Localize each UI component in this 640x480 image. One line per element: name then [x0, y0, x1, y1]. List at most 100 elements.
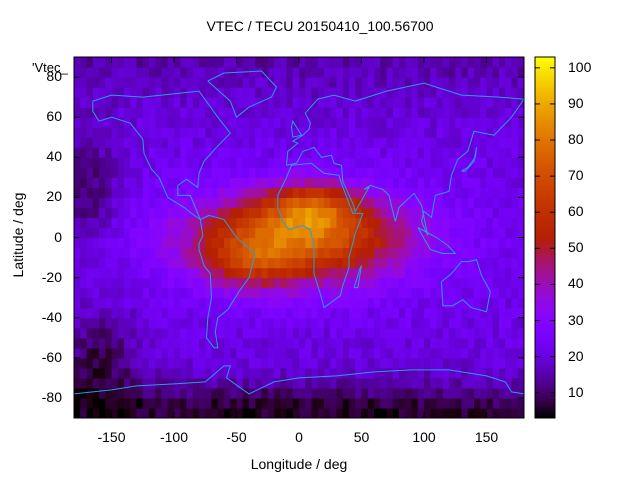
- heatmap-cell: [392, 177, 400, 188]
- heatmap-cell: [186, 187, 194, 198]
- heatmap-cell: [92, 137, 100, 148]
- heatmap-cell: [111, 137, 119, 148]
- heatmap-cell: [380, 227, 388, 239]
- heatmap-cell: [205, 157, 213, 168]
- heatmap-cell: [417, 207, 425, 219]
- y-axis-label: Latitude / deg: [10, 192, 26, 278]
- heatmap-cell: [436, 117, 444, 128]
- y-tick-label: 60: [46, 108, 62, 125]
- heatmap-cell: [430, 207, 438, 219]
- heatmap-cell: [399, 97, 406, 108]
- heatmap-cell: [455, 197, 463, 209]
- heatmap-cell: [442, 387, 450, 399]
- heatmap-cell: [461, 297, 469, 309]
- heatmap-cell: [511, 217, 519, 229]
- heatmap-cell: [86, 87, 94, 98]
- heatmap-cell: [436, 367, 444, 379]
- heatmap-cell: [430, 247, 438, 259]
- heatmap-cell: [274, 117, 281, 128]
- heatmap-cell: [136, 377, 144, 389]
- heatmap-cell: [305, 287, 313, 299]
- heatmap-cell: [311, 157, 319, 168]
- heatmap-cell: [374, 97, 381, 108]
- heatmap-cell: [261, 357, 269, 369]
- heatmap-cell: [499, 317, 506, 329]
- heatmap-cell: [492, 187, 500, 198]
- heatmap-cell: [511, 227, 519, 239]
- heatmap-cell: [280, 117, 288, 128]
- heatmap-cell: [274, 357, 281, 369]
- heatmap-cell: [317, 357, 325, 369]
- heatmap-cell: [174, 77, 181, 88]
- heatmap-cell: [280, 227, 288, 239]
- heatmap-cell: [217, 97, 225, 108]
- heatmap-cell: [424, 347, 431, 359]
- heatmap-cell: [242, 407, 250, 418]
- heatmap-cell: [242, 237, 250, 249]
- heatmap-cell: [386, 397, 394, 409]
- heatmap-cell: [317, 177, 325, 188]
- heatmap-cell: [217, 147, 225, 158]
- heatmap-cell: [230, 247, 238, 259]
- heatmap-cell: [249, 367, 256, 379]
- heatmap-cell: [392, 187, 400, 198]
- heatmap-cell: [467, 77, 475, 88]
- heatmap-cell: [174, 247, 181, 259]
- heatmap-cell: [149, 137, 156, 148]
- heatmap-cell: [86, 347, 94, 359]
- heatmap-cell: [130, 77, 138, 88]
- heatmap-cell: [317, 207, 325, 219]
- heatmap-cell: [405, 377, 413, 389]
- heatmap-cell: [74, 297, 81, 309]
- heatmap-cell: [274, 347, 281, 359]
- heatmap-cell: [374, 227, 381, 239]
- heatmap-cell: [224, 297, 231, 309]
- heatmap-cell: [505, 217, 513, 229]
- heatmap-cell: [336, 327, 344, 339]
- heatmap-cell: [180, 307, 188, 319]
- heatmap-cell: [99, 307, 106, 319]
- heatmap-cell: [461, 67, 469, 78]
- heatmap-cell: [392, 67, 400, 78]
- heatmap-cell: [305, 387, 313, 399]
- heatmap-cell: [492, 247, 500, 259]
- heatmap-cell: [392, 337, 400, 349]
- heatmap-cell: [424, 367, 431, 379]
- heatmap-cell: [349, 387, 356, 399]
- heatmap-cell: [217, 227, 225, 239]
- heatmap-cell: [274, 377, 281, 389]
- heatmap-cell: [161, 77, 169, 88]
- heatmap-cell: [174, 297, 181, 309]
- heatmap-cell: [336, 287, 344, 299]
- heatmap-cell: [192, 337, 200, 349]
- heatmap-cell: [86, 167, 94, 178]
- heatmap-cell: [261, 197, 269, 209]
- heatmap-cell: [174, 67, 181, 78]
- heatmap-cell: [224, 157, 231, 168]
- heatmap-cell: [149, 257, 156, 269]
- heatmap-cell: [186, 57, 194, 68]
- heatmap-cell: [405, 217, 413, 229]
- heatmap-cell: [317, 157, 325, 168]
- heatmap-cell: [92, 317, 100, 329]
- heatmap-cell: [499, 177, 506, 188]
- heatmap-cell: [74, 87, 81, 98]
- heatmap-cell: [505, 197, 513, 209]
- heatmap-cell: [411, 77, 419, 88]
- heatmap-cell: [442, 227, 450, 239]
- heatmap-cell: [436, 337, 444, 349]
- heatmap-cell: [386, 197, 394, 209]
- heatmap-cell: [249, 227, 256, 239]
- heatmap-cell: [267, 117, 275, 128]
- heatmap-cell: [186, 307, 194, 319]
- heatmap-cell: [280, 257, 288, 269]
- heatmap-cell: [292, 157, 300, 168]
- heatmap-cell: [336, 407, 344, 418]
- heatmap-cell: [130, 267, 138, 279]
- heatmap-cell: [374, 127, 381, 138]
- heatmap-cell: [130, 307, 138, 319]
- heatmap-cell: [174, 287, 181, 299]
- heatmap-cell: [424, 87, 431, 98]
- heatmap-cell: [267, 137, 275, 148]
- heatmap-cell: [167, 347, 175, 359]
